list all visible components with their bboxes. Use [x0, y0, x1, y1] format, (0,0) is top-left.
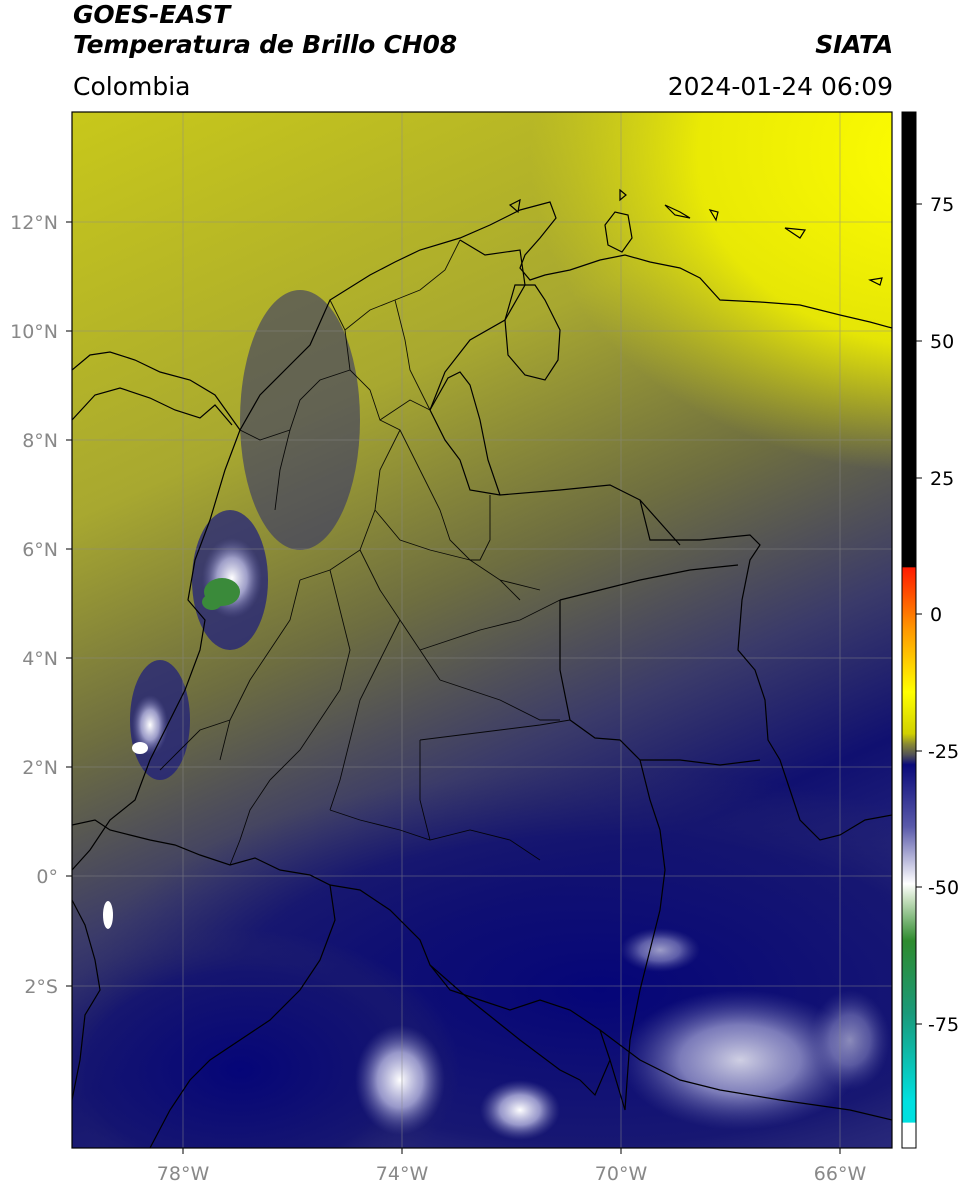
colorbar-label: 25 [930, 468, 954, 490]
colorbar-label: 50 [930, 331, 954, 353]
lat-tick-label: 8°N [22, 430, 58, 452]
region-label: Colombia [73, 72, 191, 101]
agency-label: SIATA [815, 30, 893, 59]
colorbar-scale [901, 111, 917, 1149]
lat-tick-label: 6°N [22, 539, 58, 561]
colorbar-label: -50 [928, 877, 959, 899]
brightness-temperature-field [72, 112, 892, 1148]
lat-tick-label: 2°S [24, 976, 58, 998]
colorbar-label: -75 [928, 1014, 959, 1036]
lon-tick-label: 70°W [595, 1163, 648, 1185]
colorbar-label: 75 [930, 194, 954, 216]
lon-tick-marks [182, 1148, 841, 1154]
map-frame [71, 111, 893, 1149]
lon-tick-label: 78°W [157, 1163, 210, 1185]
lon-tick-label: 66°W [814, 1163, 867, 1185]
colorbar-label: 0 [930, 604, 942, 626]
grid-lines [72, 112, 892, 1148]
lat-tick-label: 2°N [22, 757, 58, 779]
colorbar: 75 50 25 0 -25 -50 -75 [901, 111, 959, 1149]
lon-tick-labels: 78°W 74°W 70°W 66°W [157, 1163, 867, 1185]
datetime-label: 2024-01-24 06:09 [667, 72, 893, 101]
coastlines-and-borders [72, 188, 892, 1148]
lat-tick-label: 12°N [10, 212, 58, 234]
satellite-title: GOES-EAST [73, 0, 230, 29]
lat-tick-label: 10°N [10, 321, 58, 343]
lat-tick-label: 0° [36, 866, 58, 888]
lat-tick-marks [66, 221, 72, 987]
product-title: Temperatura de Brillo CH08 [73, 30, 457, 59]
lat-tick-labels: 12°N 10°N 8°N 6°N 4°N 2°N 0° 2°S [10, 212, 58, 998]
colorbar-label: -25 [928, 741, 959, 763]
lat-tick-label: 4°N [22, 648, 58, 670]
lon-tick-label: 74°W [376, 1163, 429, 1185]
